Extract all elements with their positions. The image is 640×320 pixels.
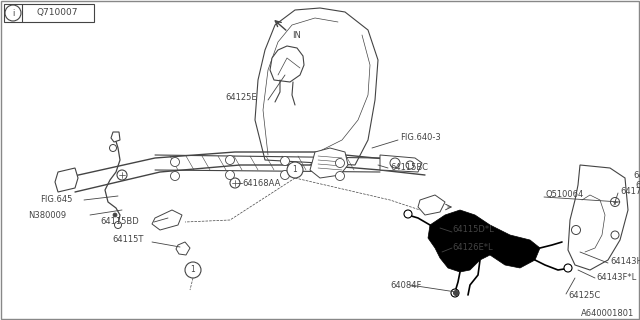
Text: IN: IN bbox=[292, 30, 301, 39]
Circle shape bbox=[230, 178, 240, 188]
Text: 64126E*L: 64126E*L bbox=[452, 244, 493, 252]
Circle shape bbox=[572, 226, 580, 235]
Text: 64143F*L: 64143F*L bbox=[596, 274, 636, 283]
Text: 64115BD: 64115BD bbox=[100, 218, 139, 227]
Text: N380009: N380009 bbox=[28, 211, 66, 220]
Text: 64115Z: 64115Z bbox=[633, 171, 640, 180]
Polygon shape bbox=[111, 132, 120, 142]
Text: i: i bbox=[12, 9, 14, 18]
Circle shape bbox=[454, 291, 458, 295]
Circle shape bbox=[280, 156, 289, 165]
Bar bbox=[4, 4, 94, 22]
Circle shape bbox=[109, 145, 116, 151]
Polygon shape bbox=[255, 8, 378, 165]
Polygon shape bbox=[310, 148, 348, 178]
Polygon shape bbox=[176, 242, 190, 255]
Text: 64115: 64115 bbox=[635, 180, 640, 189]
Text: 64115T: 64115T bbox=[112, 236, 143, 244]
Text: 64143H: 64143H bbox=[610, 258, 640, 267]
Text: 64084F: 64084F bbox=[390, 281, 421, 290]
Circle shape bbox=[280, 171, 289, 180]
Polygon shape bbox=[55, 168, 78, 192]
Text: FIG.645: FIG.645 bbox=[40, 196, 72, 204]
Text: 64115BC: 64115BC bbox=[390, 164, 428, 172]
Circle shape bbox=[451, 289, 459, 297]
Text: 64168AA: 64168AA bbox=[242, 179, 280, 188]
Circle shape bbox=[404, 210, 412, 218]
Circle shape bbox=[225, 171, 234, 180]
Circle shape bbox=[335, 158, 344, 167]
Circle shape bbox=[5, 5, 21, 21]
Text: 64125C: 64125C bbox=[568, 291, 600, 300]
Circle shape bbox=[611, 197, 620, 206]
Circle shape bbox=[390, 158, 400, 168]
Circle shape bbox=[564, 264, 572, 272]
Polygon shape bbox=[152, 210, 182, 230]
Circle shape bbox=[170, 172, 179, 180]
Circle shape bbox=[287, 162, 303, 178]
Text: A640001801: A640001801 bbox=[580, 308, 634, 317]
Text: Q510064: Q510064 bbox=[545, 190, 583, 199]
Text: Q710007: Q710007 bbox=[36, 9, 77, 18]
Polygon shape bbox=[270, 46, 304, 82]
Text: 64115D*L: 64115D*L bbox=[452, 226, 493, 235]
Polygon shape bbox=[428, 210, 540, 272]
Text: 64125E: 64125E bbox=[225, 93, 257, 102]
Text: 1: 1 bbox=[191, 266, 195, 275]
Text: 64176*L: 64176*L bbox=[620, 188, 640, 196]
Polygon shape bbox=[418, 195, 445, 215]
Circle shape bbox=[115, 221, 122, 228]
Circle shape bbox=[225, 156, 234, 164]
Text: 1: 1 bbox=[292, 165, 298, 174]
Circle shape bbox=[113, 213, 117, 217]
Circle shape bbox=[406, 161, 414, 169]
Circle shape bbox=[117, 170, 127, 180]
Circle shape bbox=[185, 262, 201, 278]
Polygon shape bbox=[568, 165, 628, 270]
Circle shape bbox=[611, 231, 619, 239]
Circle shape bbox=[335, 172, 344, 180]
Text: FIG.640-3: FIG.640-3 bbox=[400, 133, 441, 142]
Polygon shape bbox=[380, 155, 422, 172]
Circle shape bbox=[170, 157, 179, 166]
